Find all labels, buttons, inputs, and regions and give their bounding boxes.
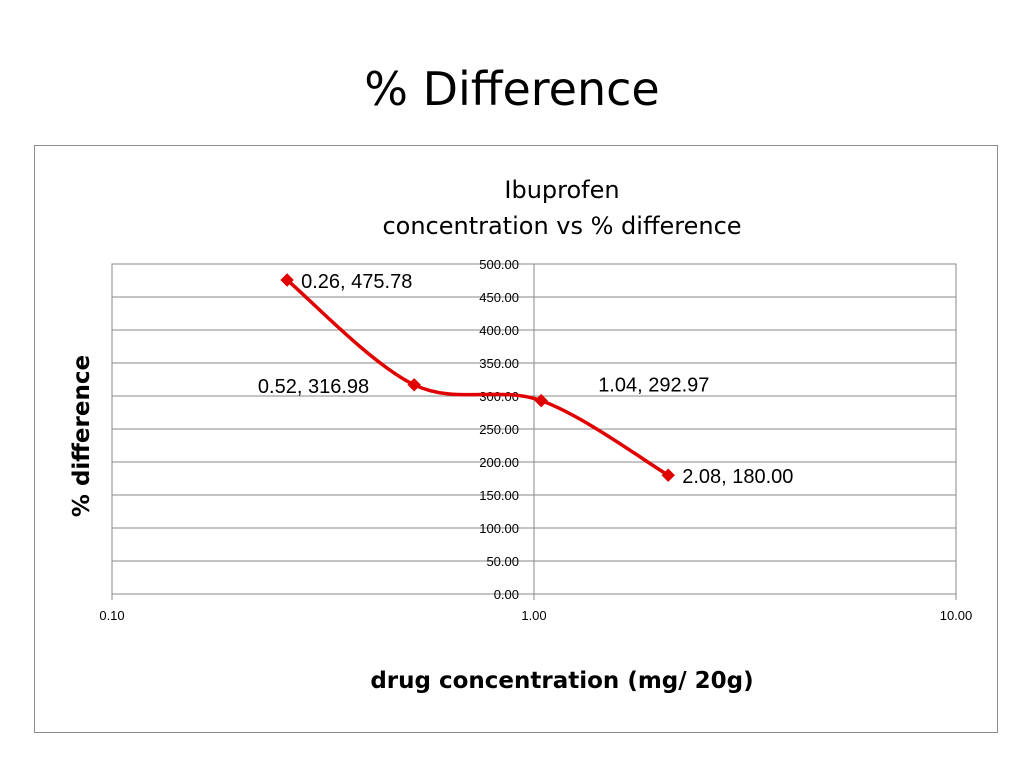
slide-title: % Difference — [364, 62, 660, 116]
series-line — [286, 278, 670, 477]
series-layer — [280, 273, 675, 482]
data-point-marker — [407, 378, 421, 392]
data-point-marker — [534, 393, 548, 408]
x-axis-title: drug concentration (mg/ 20g) — [370, 668, 753, 694]
data-point-marker — [280, 273, 294, 287]
y-tick-label: 50.00 — [486, 554, 519, 569]
y-axis: 0.0050.00100.00150.00200.00250.00300.003… — [479, 257, 535, 602]
x-tick-label: 0.10 — [99, 608, 124, 623]
data-label: 0.52, 316.98 — [258, 376, 369, 398]
y-tick-label: 500.00 — [479, 257, 519, 272]
data-label: 2.08, 180.00 — [682, 466, 793, 488]
chart-frame: Ibuprofen concentration vs % difference 0… — [34, 145, 998, 733]
y-tick-label: 100.00 — [479, 521, 519, 536]
data-label: 1.04, 292.97 — [598, 375, 709, 397]
y-tick-label: 450.00 — [479, 290, 519, 305]
chart-title-line: Ibuprofen — [504, 176, 619, 204]
y-tick-label: 350.00 — [479, 356, 519, 371]
x-tick-label: 1.00 — [521, 608, 546, 623]
chart-svg: Ibuprofen concentration vs % difference 0… — [69, 176, 972, 694]
y-tick-label: 200.00 — [479, 455, 519, 470]
y-tick-label: 400.00 — [479, 323, 519, 338]
chart-title: Ibuprofen concentration vs % difference — [382, 176, 741, 240]
chart-title-line: concentration vs % difference — [382, 212, 741, 240]
y-tick-label: 150.00 — [479, 488, 519, 503]
x-tick-label: 10.00 — [940, 608, 973, 623]
data-point-marker — [661, 468, 675, 482]
y-axis-title: % difference — [69, 355, 95, 517]
y-tick-label: 250.00 — [479, 422, 519, 437]
x-axis: 0.10 1.00 10.00 — [99, 594, 972, 623]
data-labels: 0.26, 475.78 0.52, 316.98 1.04, 292.97 2.08… — [258, 271, 794, 488]
data-label: 0.26, 475.78 — [301, 271, 412, 293]
y-tick-label: 0.00 — [494, 587, 519, 602]
